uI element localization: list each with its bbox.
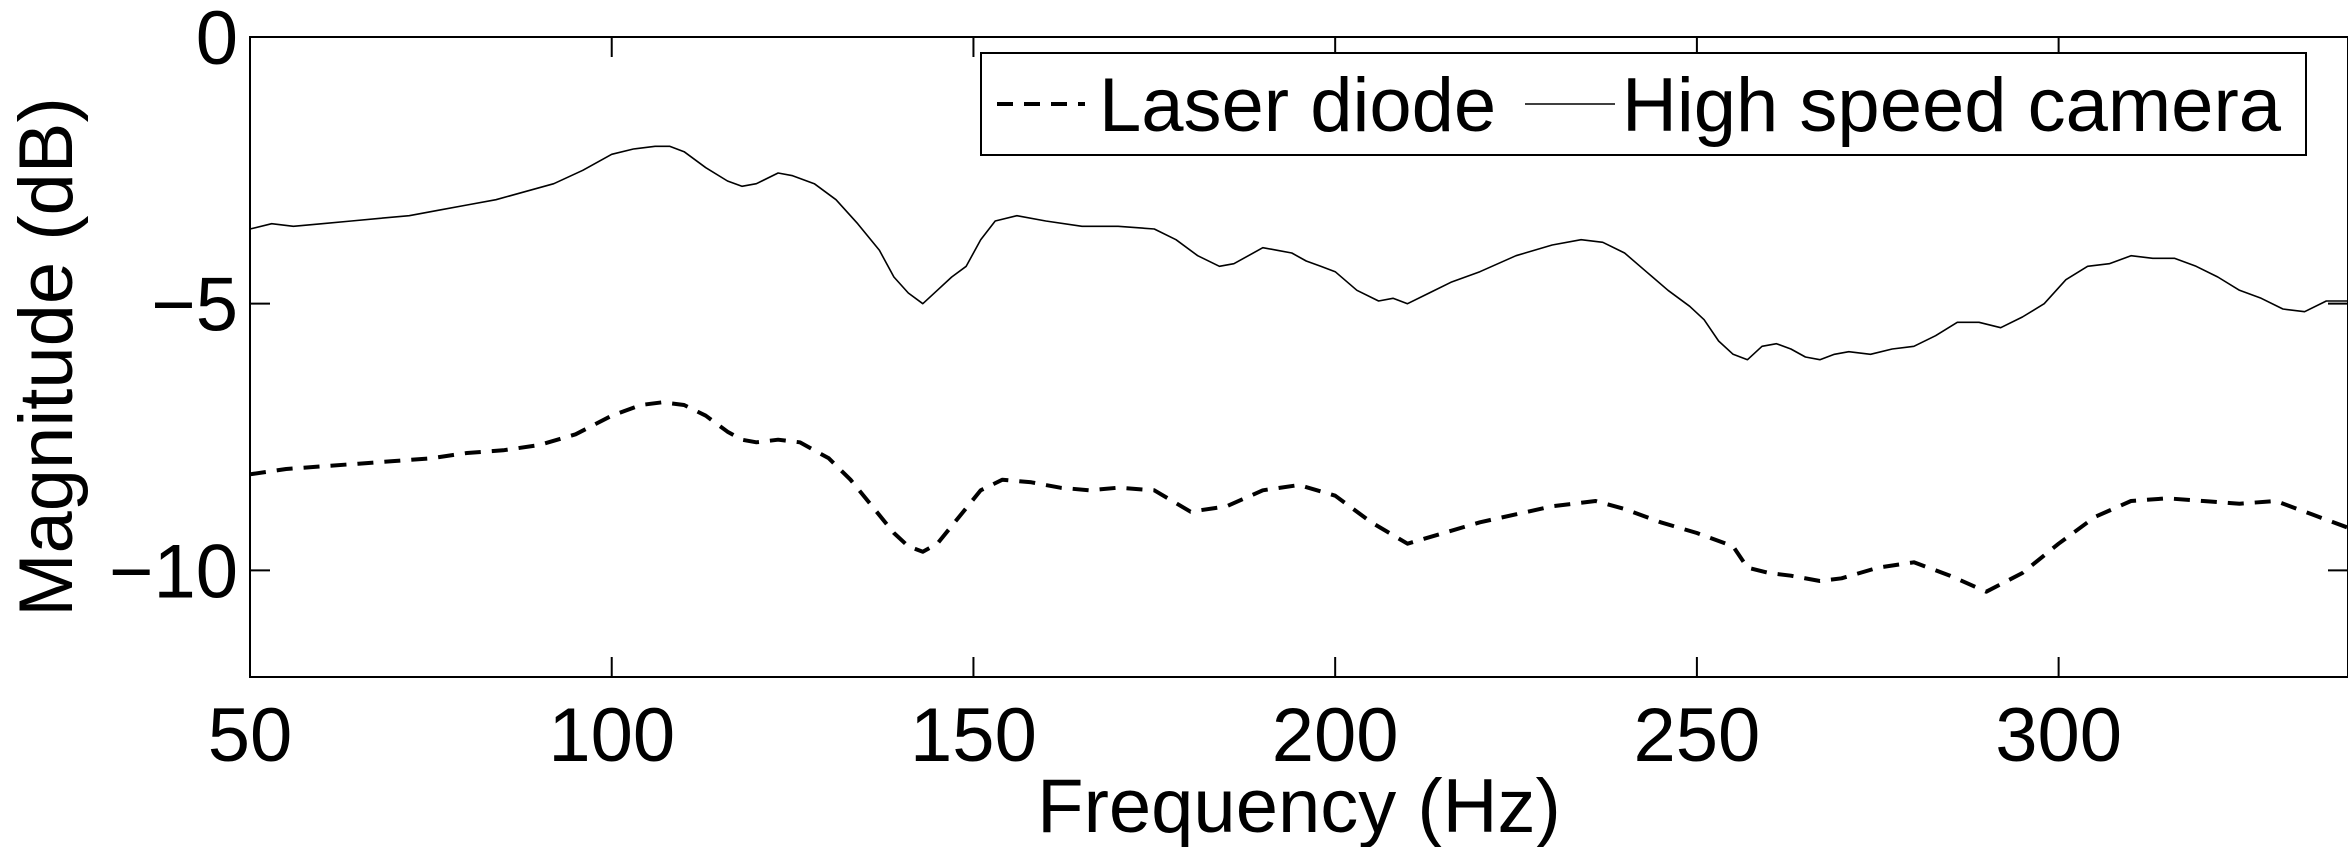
x-tick-label: 100 bbox=[548, 693, 675, 778]
x-tick-label: 200 bbox=[1272, 693, 1399, 778]
legend-box bbox=[980, 52, 2307, 156]
series-line-high-speed-camera bbox=[249, 145, 2348, 361]
y-tick-label: −10 bbox=[109, 529, 238, 614]
x-tick-label: 250 bbox=[1633, 693, 1760, 778]
x-tick-label: 150 bbox=[910, 693, 1037, 778]
x-tick-label: 300 bbox=[1995, 693, 2122, 778]
series-layer bbox=[249, 145, 2348, 594]
y-axis-label: Magnitude (dB) bbox=[4, 97, 89, 617]
x-axis-ticks: 50 100 150 200 250 300 bbox=[208, 37, 2122, 778]
y-tick-label: 0 bbox=[196, 0, 238, 81]
legend: Laser diode High speed camera bbox=[980, 52, 2307, 156]
x-tick-label: 50 bbox=[208, 693, 293, 778]
legend-label-laser-diode: Laser diode bbox=[1099, 63, 1496, 148]
legend-label-high-speed-camera: High speed camera bbox=[1622, 63, 2282, 148]
y-axis-ticks: 0 −5 −10 bbox=[109, 0, 2348, 614]
y-tick-label: −5 bbox=[151, 263, 238, 348]
series-line-laser-diode bbox=[249, 400, 2348, 594]
x-axis-label: Frequency (Hz) bbox=[1037, 764, 1561, 847]
